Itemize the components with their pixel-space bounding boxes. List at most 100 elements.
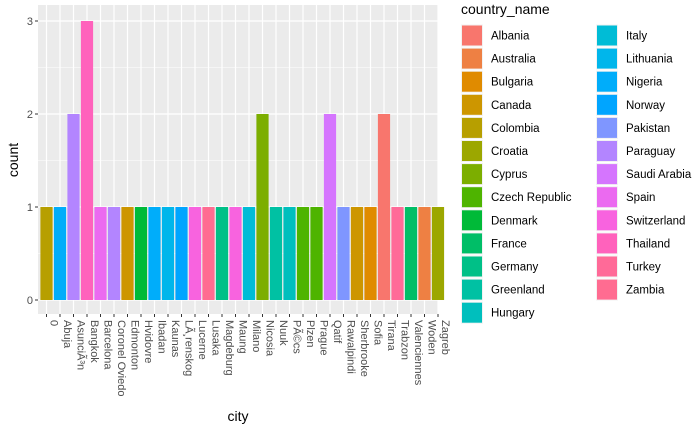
x-tick-label: Zagreb (439, 320, 451, 355)
legend: Albania Australia Bulgaria Canada Colombia Cr… (461, 24, 692, 324)
x-tick-label: Nuuk (277, 320, 289, 346)
bar (350, 207, 364, 300)
bar (431, 207, 445, 300)
x-tick-label: Woden (426, 320, 438, 355)
bar (175, 207, 188, 300)
x-tick-label: LÃ¸renskog (183, 320, 196, 376)
legend-swatch (462, 141, 482, 161)
x-tick-label: Ibadan (156, 320, 168, 354)
legend-label: Saudi Arabia (626, 169, 692, 181)
legend-label: Pakistan (626, 123, 670, 135)
x-tick-label: AsunciÃ³n (75, 320, 88, 370)
bar (148, 207, 161, 300)
legend-swatch (597, 71, 617, 92)
legend-swatch (597, 141, 617, 161)
bar (229, 207, 242, 300)
x-tick-label: Tirana (385, 320, 397, 352)
x-tick-label: Maung (237, 320, 249, 354)
bar (310, 207, 323, 300)
legend-label: Greenland (491, 285, 545, 297)
x-tick-label: Sherbrooke (358, 320, 370, 377)
y-axis: 0 1 2 3 (27, 16, 38, 307)
x-tick-label: Rawalpindi (345, 320, 357, 374)
bar (404, 207, 418, 300)
legend-swatch (597, 210, 617, 231)
legend-label: Italy (626, 31, 647, 43)
y-tick-label: 0 (27, 295, 33, 307)
legend-label: Croatia (491, 146, 529, 158)
x-tick-label: Plzen (304, 320, 316, 348)
legend-swatch (597, 94, 617, 115)
bar (107, 207, 121, 300)
legend-label: Zambia (626, 285, 665, 297)
legend-label: Colombia (491, 123, 540, 135)
x-tick-label: 0 (48, 320, 60, 326)
bar (283, 207, 296, 300)
legend-swatch (597, 233, 617, 254)
legend-label: France (491, 238, 527, 250)
legend-swatch (597, 256, 617, 277)
legend-swatch (597, 117, 617, 138)
legend-label: Thailand (626, 238, 670, 250)
bar (296, 207, 310, 300)
legend-label: Australia (491, 54, 536, 66)
bar (202, 207, 215, 300)
legend-swatch (462, 187, 482, 208)
legend-label: Canada (491, 100, 532, 112)
legend-swatch (462, 233, 482, 254)
x-tick-label: Prague (318, 320, 330, 355)
bar (94, 207, 107, 300)
y-tick-label: 3 (27, 16, 33, 28)
x-tick-label: Abuja (61, 320, 73, 349)
x-tick-label: Nicosia (264, 320, 276, 357)
legend-swatch (462, 48, 482, 69)
x-axis: 0 Abuja AsunciÃ³n Bangkok Barcelona Coronel O… (46, 314, 451, 396)
bars (40, 21, 445, 300)
x-tick-label: Milano (250, 320, 262, 352)
x-tick-label: Sofia (372, 320, 384, 346)
x-tick-label: Valenciennes (412, 320, 424, 386)
legend-swatch (462, 71, 482, 92)
x-tick-label: Lusaka (210, 320, 222, 356)
x-tick-label: Barcelona (102, 320, 114, 370)
bar (188, 207, 202, 300)
legend-label: Spain (626, 192, 655, 204)
bar (67, 114, 80, 300)
legend-swatch (462, 117, 482, 138)
legend-label: Hungary (491, 308, 535, 320)
legend-label: Norway (626, 100, 665, 112)
legend-label: Bulgaria (491, 77, 534, 89)
bar (256, 114, 269, 300)
legend-swatch (462, 256, 482, 277)
bar (337, 207, 350, 300)
legend-label: Turkey (626, 262, 661, 274)
bar (161, 207, 175, 300)
x-tick-label: Edmonton (129, 320, 141, 370)
x-tick-label: Lucerne (196, 320, 208, 360)
bar (391, 207, 404, 300)
bar (377, 114, 391, 300)
x-tick-label: Coronel Oviedo (115, 320, 127, 396)
bar (418, 207, 431, 300)
legend-label: Albania (491, 31, 530, 43)
legend-swatch (462, 25, 482, 46)
bar (269, 207, 283, 300)
bar (215, 207, 229, 300)
legend-label: Czech Republic (491, 192, 572, 204)
bar (242, 207, 256, 300)
bar (364, 207, 377, 300)
legend-swatch (462, 279, 482, 300)
legend-swatch (462, 94, 482, 115)
legend-title: country_name (461, 1, 550, 17)
bar (80, 21, 94, 300)
bar (40, 207, 53, 300)
x-tick-label: Trabzon (399, 320, 411, 360)
y-tick-label: 2 (27, 109, 33, 121)
y-axis-title: count (5, 143, 21, 177)
x-tick-label: Bangkok (88, 320, 100, 363)
legend-swatch (597, 25, 617, 46)
bar (121, 207, 134, 300)
legend-label: Nigeria (626, 77, 663, 89)
bar (53, 207, 67, 300)
